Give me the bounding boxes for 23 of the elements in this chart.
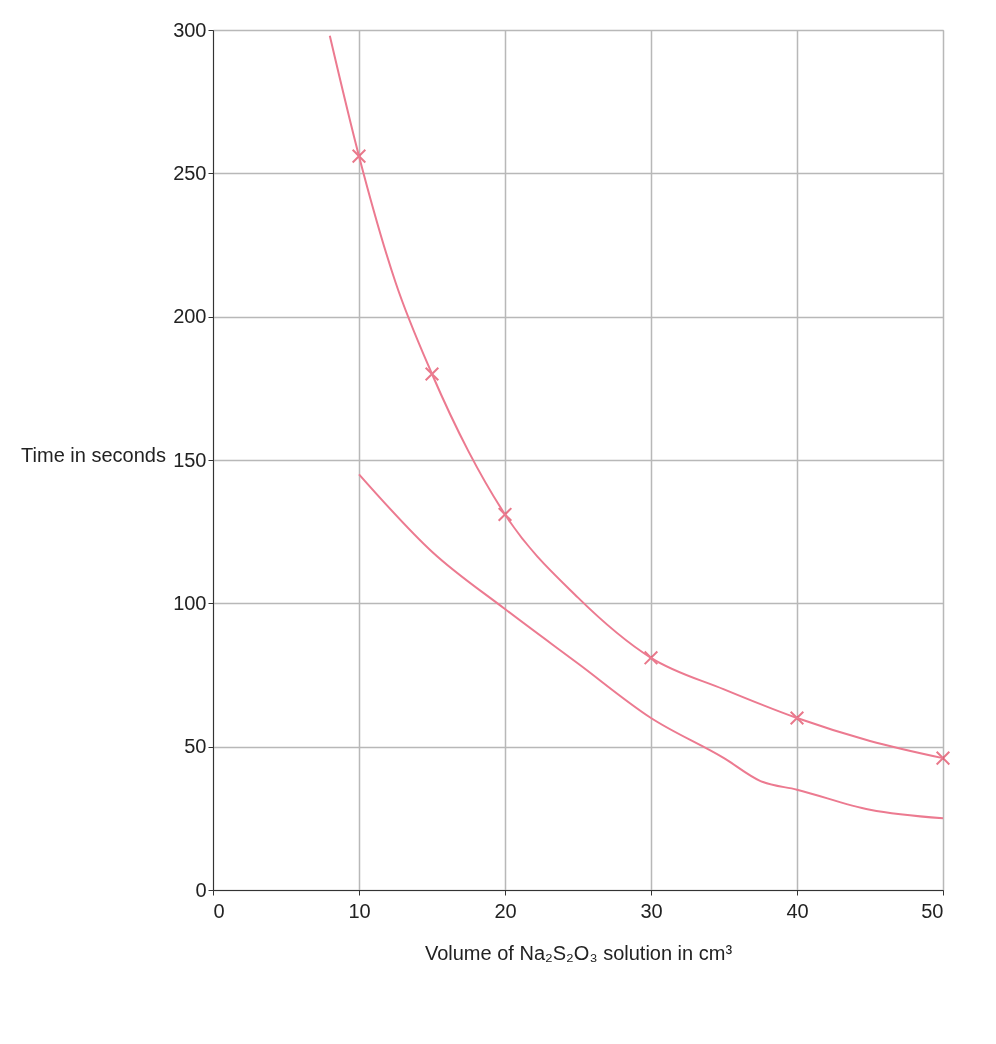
line-series [328, 34, 944, 760]
y-tick-label: 200 [173, 305, 207, 328]
x-tick-label: 20 [494, 899, 517, 922]
point [643, 650, 659, 666]
x-tick-label: 50 [921, 899, 944, 922]
y-tick-label: 100 [173, 591, 207, 614]
x-tick-label: 40 [786, 899, 809, 922]
y-tick-label: 300 [173, 18, 207, 41]
y-axis-title: Time in seconds [21, 443, 166, 466]
x-tick-label: 0 [213, 899, 225, 922]
y-tick-label: 250 [173, 161, 207, 184]
x-axis-title: Volume of Na₂S₂O₃ solution in cm³ [424, 941, 733, 964]
line-series [358, 473, 944, 820]
point [935, 750, 951, 766]
y-tick-label: 50 [184, 735, 207, 758]
point [789, 710, 805, 726]
y-tick-label: 150 [173, 448, 207, 471]
y-tick-label: 0 [195, 878, 207, 901]
x-tick-label: 30 [640, 899, 663, 922]
point [497, 507, 513, 522]
x-tick-label: 10 [348, 899, 371, 922]
point [351, 148, 367, 164]
point [424, 366, 440, 382]
